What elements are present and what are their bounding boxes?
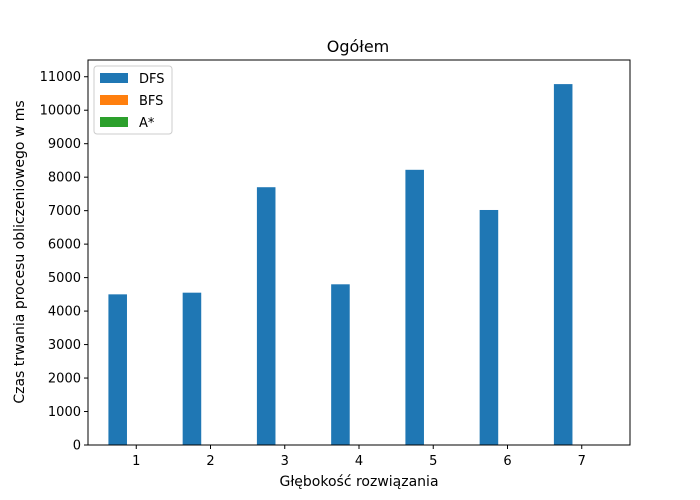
y-tick-label: 11000 [40,70,81,85]
legend-label: DFS [139,72,165,87]
y-tick-label: 1000 [48,405,81,420]
y-tick-label: 4000 [48,305,81,320]
x-tick-label: 1 [132,454,140,469]
y-axis: 0 1000 2000 3000 4000 5000 6000 7000 8000 9000 100… [40,70,88,454]
x-tick-label: 7 [578,454,586,469]
bar-dfs-1 [108,294,127,445]
legend-swatch [100,73,128,83]
x-tick-label: 6 [503,454,511,469]
x-tick-label: 4 [355,454,363,469]
legend: DFS BFS A* [93,65,173,135]
bar-dfs-7 [553,84,573,446]
x-tick-label: 2 [206,454,214,469]
y-tick-label: 10000 [40,104,81,119]
y-tick-label: 2000 [48,372,81,387]
legend-swatch [100,95,128,105]
legend-swatch [100,117,128,127]
y-tick-label: 6000 [48,238,81,253]
legend-label: BFS [139,94,163,109]
bar-dfs-4 [331,284,350,445]
x-tick-label: 3 [281,454,289,469]
y-tick-label: 7000 [48,204,81,219]
bars-group [108,84,573,446]
chart-title: Ogółem [327,37,390,56]
y-tick-label: 9000 [48,137,81,152]
y-axis-label: Czas trwania procesu obliczeniowego w ms [12,100,28,403]
x-axis-label: Głębokość rozwiązania [279,474,438,490]
x-axis: 1 2 3 4 5 6 7 [132,445,586,469]
y-tick-label: 0 [73,439,81,454]
bar-dfs-6 [479,209,499,445]
bar-dfs-5 [405,169,424,445]
bar-dfs-2 [182,292,202,445]
bar-dfs-3 [256,187,276,445]
y-tick-label: 5000 [48,271,81,286]
y-tick-label: 8000 [48,171,81,186]
y-tick-label: 3000 [48,338,81,353]
x-tick-label: 5 [429,454,437,469]
legend-label: A* [139,116,155,131]
